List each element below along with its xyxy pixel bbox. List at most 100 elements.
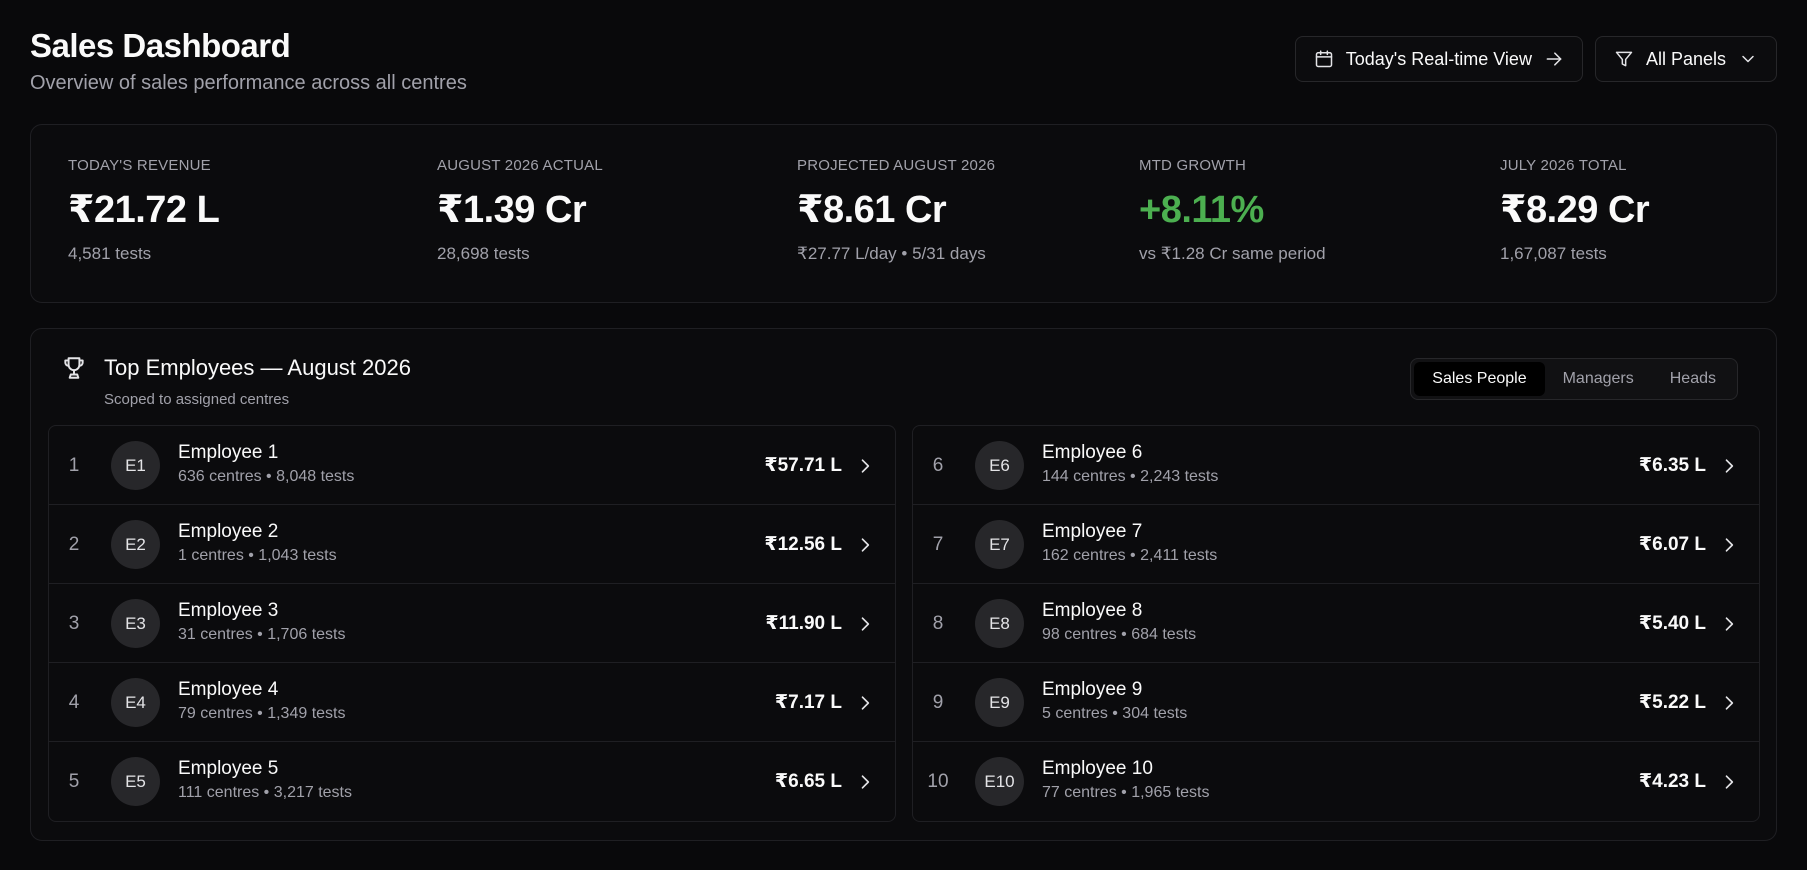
tab-sales-people[interactable]: Sales People (1414, 362, 1545, 396)
avatar: E2 (111, 520, 160, 569)
avatar: E7 (975, 520, 1024, 569)
top-employees-scope: Scoped to assigned centres (104, 391, 290, 408)
employee-row[interactable]: 3 E3 Employee 3 31 centres • 1,706 tests… (49, 584, 895, 663)
chevron-right-icon[interactable] (855, 772, 875, 792)
realtime-view-button[interactable]: Today's Real-time View (1294, 36, 1583, 82)
employee-meta: 162 centres • 2,411 tests (1042, 547, 1218, 564)
avatar: E1 (111, 441, 160, 490)
employee-meta: 1 centres • 1,043 tests (178, 547, 337, 564)
employee-row[interactable]: 5 E5 Employee 5 111 centres • 3,217 test… (49, 742, 895, 821)
avatar: E8 (975, 599, 1024, 648)
stat-value-growth: +8.11% (1139, 189, 1264, 231)
employee-row[interactable]: 9 E9 Employee 9 5 centres • 304 tests ₹5… (913, 663, 1759, 742)
employee-name: Employee 5 (178, 758, 279, 779)
avatar: E6 (975, 441, 1024, 490)
employee-name: Employee 6 (1042, 442, 1143, 463)
stat-sub: ₹27.77 L/day • 5/31 days (797, 244, 986, 263)
stat-label: Projected August 2026 (797, 157, 996, 174)
employee-rank: 10 (927, 771, 949, 792)
stat-mtd-growth: MTD Growth +8.11% vs ₹1.28 Cr same perio… (1139, 157, 1326, 264)
employee-rank: 2 (68, 534, 80, 555)
employee-amount: ₹12.56 L (764, 534, 842, 555)
employee-row[interactable]: 1 E1 Employee 1 636 centres • 8,048 test… (49, 426, 895, 505)
page-header: Sales Dashboard Overview of sales perfor… (30, 24, 1777, 104)
page-title: Sales Dashboard (30, 27, 291, 64)
trophy-icon (61, 355, 87, 381)
employee-row[interactable]: 4 E4 Employee 4 79 centres • 1,349 tests… (49, 663, 895, 742)
employee-list-left: 1 E1 Employee 1 636 centres • 8,048 test… (48, 425, 896, 822)
stat-label: July 2026 Total (1500, 157, 1627, 174)
employee-row[interactable]: 8 E8 Employee 8 98 centres • 684 tests ₹… (913, 584, 1759, 663)
stat-projected-august: Projected August 2026 ₹8.61 Cr ₹27.77 L/… (797, 157, 995, 264)
chevron-right-icon[interactable] (855, 614, 875, 634)
chevron-right-icon[interactable] (855, 456, 875, 476)
filter-icon (1615, 51, 1633, 67)
stat-july-total: July 2026 Total ₹8.29 Cr 1,67,087 tests (1500, 157, 1650, 264)
stat-todays-revenue: Today's Revenue ₹21.72 L 4,581 tests (68, 157, 220, 264)
employee-rank: 1 (68, 455, 80, 476)
employee-meta: 31 centres • 1,706 tests (178, 626, 346, 643)
arrow-right-icon (1546, 52, 1562, 66)
chevron-right-icon[interactable] (855, 693, 875, 713)
employee-meta: 144 centres • 2,243 tests (1042, 468, 1219, 485)
employee-meta: 636 centres • 8,048 tests (178, 468, 355, 485)
employee-amount: ₹4.23 L (1638, 771, 1706, 792)
employee-row[interactable]: 6 E6 Employee 6 144 centres • 2,243 test… (913, 426, 1759, 505)
avatar: E3 (111, 599, 160, 648)
employee-amount: ₹6.07 L (1638, 534, 1706, 555)
employee-meta: 98 centres • 684 tests (1042, 626, 1197, 643)
tab-managers[interactable]: Managers (1562, 370, 1634, 387)
employee-rank: 3 (68, 613, 80, 634)
chevron-right-icon[interactable] (1719, 535, 1739, 555)
chevron-right-icon[interactable] (855, 535, 875, 555)
employee-row[interactable]: 2 E2 Employee 2 1 centres • 1,043 tests … (49, 505, 895, 584)
stat-august-actual: August 2026 Actual ₹1.39 Cr 28,698 tests (437, 157, 603, 264)
header-actions: Today's Real-time View All Panels (1294, 36, 1777, 82)
avatar: E9 (975, 678, 1024, 727)
employee-row[interactable]: 7 E7 Employee 7 162 centres • 2,411 test… (913, 505, 1759, 584)
chevron-right-icon[interactable] (1719, 614, 1739, 634)
calendar-icon (1315, 50, 1333, 68)
employee-rank: 7 (932, 534, 944, 555)
stat-value: ₹21.72 L (68, 189, 220, 231)
page-subtitle: Overview of sales performance across all… (30, 72, 467, 94)
employee-amount: ₹5.40 L (1638, 613, 1706, 634)
top-employees-title: Top Employees — August 2026 (104, 355, 411, 380)
employee-amount: ₹57.71 L (764, 455, 842, 476)
stat-sub: 4,581 tests (68, 244, 152, 263)
role-tabs: Sales People Managers Heads (1410, 358, 1738, 400)
employee-amount: ₹5.22 L (1638, 692, 1706, 713)
avatar: E4 (111, 678, 160, 727)
employee-amount: ₹7.17 L (774, 692, 842, 713)
stat-sub: vs ₹1.28 Cr same period (1139, 244, 1326, 263)
employee-row[interactable]: 10 E10 Employee 10 77 centres • 1,965 te… (913, 742, 1759, 821)
employee-amount: ₹11.90 L (765, 613, 842, 634)
employee-name: Employee 4 (178, 679, 279, 700)
tab-heads[interactable]: Heads (1669, 370, 1716, 387)
employee-name: Employee 2 (178, 521, 279, 542)
employee-meta: 5 centres • 304 tests (1042, 705, 1188, 722)
employee-meta: 111 centres • 3,217 tests (178, 784, 352, 801)
avatar: E5 (111, 757, 160, 806)
chevron-right-icon[interactable] (1719, 456, 1739, 476)
employee-name: Employee 8 (1042, 600, 1143, 621)
employee-amount: ₹6.65 L (774, 771, 842, 792)
chevron-right-icon[interactable] (1719, 693, 1739, 713)
top-employees-card: Top Employees — August 2026 Scoped to as… (30, 328, 1777, 841)
stat-value: ₹1.39 Cr (437, 189, 587, 231)
stat-value: ₹8.29 Cr (1500, 189, 1650, 231)
stat-label: August 2026 Actual (437, 157, 603, 174)
employee-meta: 79 centres • 1,349 tests (178, 705, 346, 722)
summary-stats-card: Today's Revenue ₹21.72 L 4,581 tests Aug… (30, 124, 1777, 303)
chevron-right-icon[interactable] (1719, 772, 1739, 792)
employee-name: Employee 7 (1042, 521, 1143, 542)
employee-name: Employee 1 (178, 442, 279, 463)
employee-name: Employee 10 (1042, 758, 1153, 779)
employee-name: Employee 3 (178, 600, 279, 621)
all-panels-dropdown[interactable]: All Panels (1594, 36, 1777, 82)
avatar: E10 (975, 757, 1024, 806)
all-panels-label: All Panels (1645, 48, 1726, 69)
stat-label: Today's Revenue (68, 157, 211, 174)
chevron-down-icon (1742, 55, 1754, 63)
